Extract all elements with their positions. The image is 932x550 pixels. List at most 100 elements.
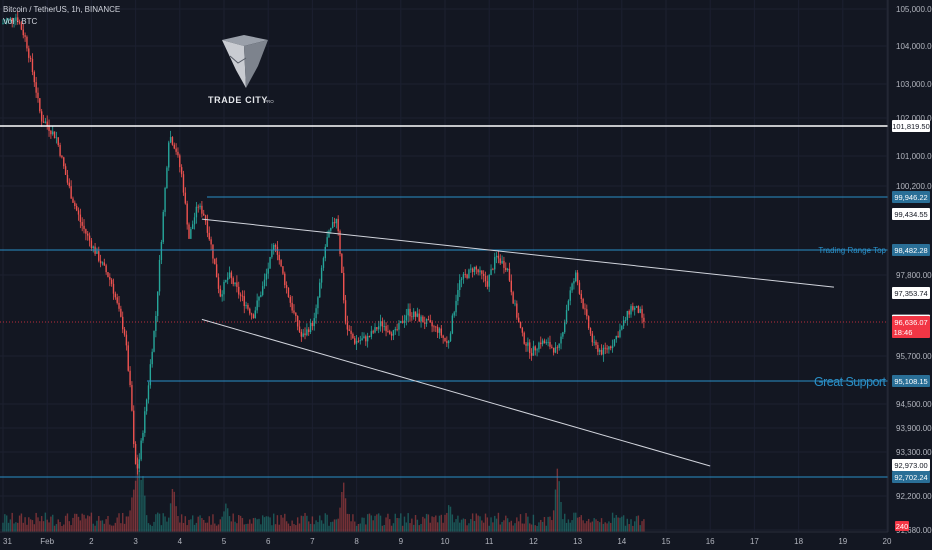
candle-body bbox=[387, 331, 389, 332]
volume-bar bbox=[374, 515, 376, 532]
trendlines[interactable] bbox=[201, 218, 835, 467]
volume-bar bbox=[99, 520, 102, 532]
volume-bar bbox=[611, 512, 614, 532]
candle-body bbox=[444, 337, 446, 342]
candle-body bbox=[103, 262, 105, 266]
candle-body bbox=[79, 214, 82, 223]
volume-bar bbox=[20, 513, 23, 532]
price-marker-label-box bbox=[892, 208, 930, 220]
candle-body bbox=[105, 265, 107, 273]
volume-bar bbox=[538, 522, 540, 532]
candle-body bbox=[33, 72, 36, 83]
candle-body bbox=[267, 268, 269, 274]
volume-bar bbox=[53, 525, 56, 532]
time-tick-label: 3 bbox=[133, 537, 138, 546]
candle-body bbox=[328, 230, 330, 238]
volume-bar bbox=[624, 525, 627, 532]
volume-bar bbox=[401, 525, 404, 532]
candle-body bbox=[197, 206, 199, 208]
price-marker-label-box bbox=[892, 459, 930, 471]
volume-bar bbox=[447, 505, 450, 532]
volume-bar bbox=[9, 519, 12, 532]
volume-bar bbox=[191, 515, 194, 532]
volume-bar bbox=[412, 524, 415, 532]
volume-bar bbox=[55, 524, 58, 532]
time-tick-label: 16 bbox=[706, 537, 715, 546]
volume-bar bbox=[521, 523, 524, 532]
level-price-label-box bbox=[892, 120, 930, 132]
volume-bar bbox=[409, 523, 411, 532]
volume-bar bbox=[635, 516, 638, 532]
candle-body bbox=[610, 346, 612, 349]
volume-bar bbox=[75, 513, 78, 532]
candle-body bbox=[597, 345, 599, 352]
volume-bar bbox=[425, 513, 428, 532]
volume-bar bbox=[534, 525, 536, 532]
candle-body bbox=[543, 340, 546, 344]
candle-body bbox=[48, 125, 50, 131]
candle-body bbox=[190, 229, 192, 239]
candle-body bbox=[162, 211, 164, 242]
candle-body bbox=[519, 322, 522, 328]
candle-body bbox=[560, 336, 562, 344]
volume-header[interactable]: Vol · BTC bbox=[3, 17, 37, 26]
volume-bar bbox=[85, 518, 87, 532]
candle-body bbox=[482, 273, 485, 276]
upper-trendline[interactable] bbox=[201, 218, 835, 288]
candle-body bbox=[378, 326, 380, 330]
volume-bar bbox=[210, 524, 212, 532]
volume-bar bbox=[466, 525, 468, 532]
candle-body bbox=[517, 317, 520, 323]
volume-bar bbox=[260, 524, 262, 532]
candle-body bbox=[138, 459, 140, 469]
volume-bar bbox=[177, 516, 179, 532]
volume-badge-text: 240 bbox=[896, 522, 909, 531]
candle-body bbox=[451, 315, 454, 334]
candle-body bbox=[541, 340, 544, 345]
price-tick-label: 102,000.00 bbox=[896, 114, 932, 123]
volume-bar bbox=[319, 515, 321, 532]
volume-bar bbox=[637, 515, 640, 532]
candle-body bbox=[551, 346, 553, 348]
candle-body bbox=[5, 20, 8, 23]
symbol-header[interactable]: Bitcoin / TetherUS, 1h, BINANCE bbox=[3, 5, 120, 14]
volume-bar bbox=[308, 521, 310, 532]
candle-body bbox=[158, 259, 161, 292]
candle-body bbox=[442, 335, 444, 338]
volume-bar bbox=[265, 516, 268, 532]
candle-body bbox=[558, 343, 560, 348]
logo-cube-edge bbox=[229, 55, 247, 64]
level-price-label-text: 98,482.28 bbox=[894, 246, 927, 255]
volume-bar bbox=[495, 518, 498, 532]
volume-bar bbox=[457, 515, 459, 532]
time-tick-label: 20 bbox=[883, 537, 892, 546]
candle-body bbox=[488, 275, 490, 287]
volume-bar bbox=[497, 512, 500, 532]
volume-bar bbox=[560, 502, 562, 532]
candle-body bbox=[17, 17, 19, 22]
candle-body bbox=[169, 137, 172, 143]
volume-bar bbox=[42, 521, 45, 532]
candle-body bbox=[40, 111, 43, 122]
price-axis-panel[interactable] bbox=[888, 0, 932, 550]
lower-trendline[interactable] bbox=[201, 318, 711, 467]
horizontal-levels[interactable]: Trading Range Top Great Support bbox=[0, 125, 888, 478]
candle-body bbox=[155, 315, 157, 331]
candle-body bbox=[284, 273, 286, 286]
candle-body bbox=[422, 316, 424, 323]
candle-body bbox=[208, 232, 210, 240]
candle-body bbox=[510, 280, 512, 293]
volume-bar bbox=[127, 516, 129, 532]
volume-bar bbox=[296, 517, 299, 532]
candle-body bbox=[424, 322, 426, 324]
candle-body bbox=[221, 294, 223, 297]
candle-body bbox=[140, 440, 142, 460]
volume-bar bbox=[324, 513, 326, 532]
volume-bar bbox=[482, 522, 485, 532]
candle-body bbox=[501, 260, 503, 264]
volume-bar bbox=[145, 515, 148, 532]
volume-bar bbox=[446, 512, 448, 532]
time-tick-label: 18 bbox=[794, 537, 803, 546]
volume-bar bbox=[558, 481, 560, 532]
